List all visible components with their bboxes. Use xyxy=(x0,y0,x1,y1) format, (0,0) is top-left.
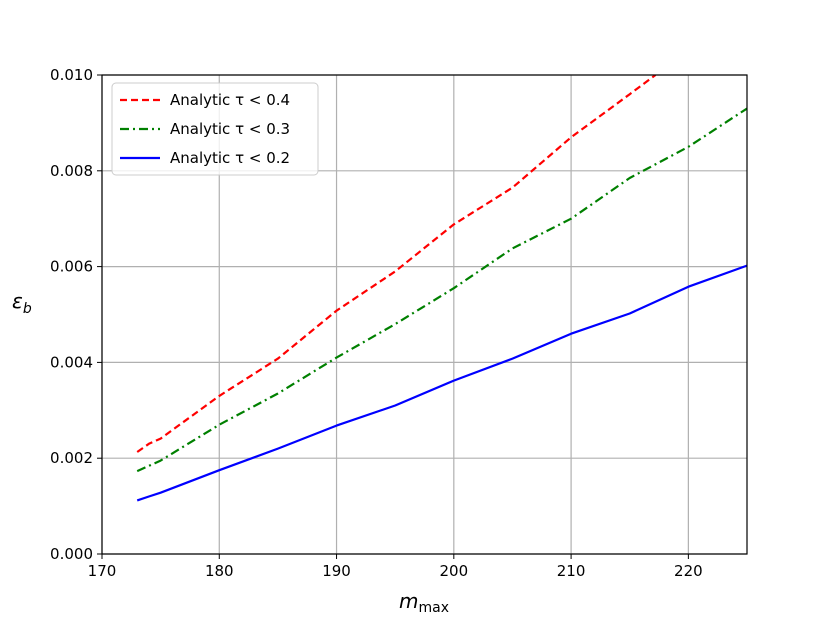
axis-ticks xyxy=(97,74,689,559)
x-tick-label: 210 xyxy=(557,562,586,580)
legend-label-1: Analytic τ < 0.3 xyxy=(170,120,290,138)
y-tick-label: 0.002 xyxy=(50,449,93,467)
legend-label-2: Analytic τ < 0.2 xyxy=(170,149,290,167)
tick-labels: 170 180 190 200 210 220 0.000 0.002 0.004 0.006 0.… xyxy=(50,66,703,580)
y-tick-label: 0.008 xyxy=(50,162,93,180)
x-tick-label: 180 xyxy=(205,562,234,580)
legend-label-0: Analytic τ < 0.4 xyxy=(170,91,290,109)
x-tick-label: 200 xyxy=(439,562,468,580)
x-axis-label: mmax xyxy=(399,589,449,616)
x-tick-label: 190 xyxy=(322,562,351,580)
x-tick-label: 170 xyxy=(88,562,117,580)
grid-lines xyxy=(101,74,747,555)
y-tick-label: 0.000 xyxy=(50,545,93,563)
series-layer xyxy=(136,75,747,502)
y-axis-label: εb xyxy=(12,289,32,317)
plot-frame xyxy=(101,74,748,555)
series-line-2 xyxy=(136,264,747,502)
y-tick-label: 0.010 xyxy=(50,66,93,84)
legend-box xyxy=(111,82,319,176)
legend: Analytic τ < 0.4 Analytic τ < 0.3 Analytic… xyxy=(111,82,319,176)
y-tick-label: 0.006 xyxy=(50,258,93,276)
series-line-0 xyxy=(136,75,657,453)
series-line-1 xyxy=(136,107,747,473)
x-tick-label: 220 xyxy=(674,562,703,580)
y-tick-label: 0.004 xyxy=(50,353,93,371)
